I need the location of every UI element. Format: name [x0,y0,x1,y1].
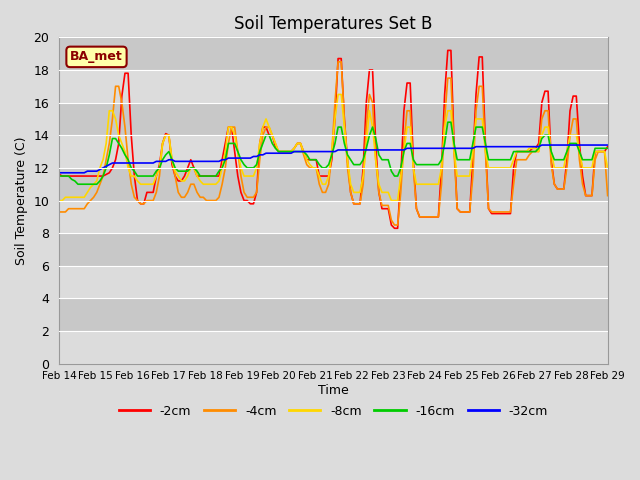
Y-axis label: Soil Temperature (C): Soil Temperature (C) [15,136,28,265]
Bar [59,70,607,103]
Bar [59,103,607,135]
Bar [59,37,607,70]
Bar [59,135,607,168]
Bar [59,168,607,201]
Bar [59,201,607,233]
Bar [59,299,607,331]
Title: Soil Temperatures Set B: Soil Temperatures Set B [234,15,433,33]
X-axis label: Time: Time [318,384,349,397]
Bar [59,331,607,364]
Bar [59,266,607,299]
Bar [59,233,607,266]
Legend: -2cm, -4cm, -8cm, -16cm, -32cm: -2cm, -4cm, -8cm, -16cm, -32cm [113,400,553,423]
Text: BA_met: BA_met [70,50,123,63]
